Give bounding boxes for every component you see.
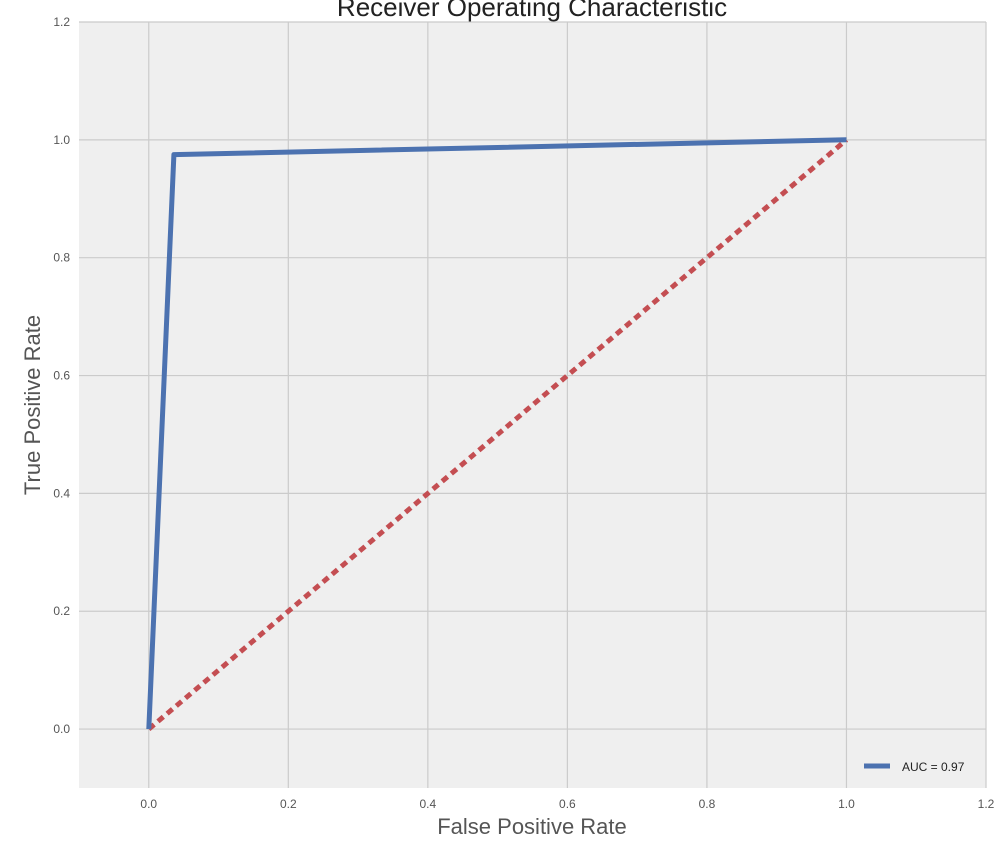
series-layer [146,137,849,732]
chart-title: Receiver Operating Characteristic [337,0,727,22]
horizontal-gridlines [79,21,986,730]
y-tick-label: 0.0 [53,722,70,736]
y-tick-labels: 0.0 0.2 0.4 0.6 0.8 1.0 1.2 [53,15,70,736]
y-tick-label: 1.2 [53,15,70,29]
y-tick-label: 0.8 [53,251,70,265]
legend: AUC = 0.97 [864,760,965,774]
y-tick-label: 0.2 [53,604,70,618]
y-tick-label: 0.4 [53,486,70,500]
legend-label-auc: AUC = 0.97 [902,760,965,774]
y-axis-label: True Positive Rate [20,315,45,495]
x-tick-label: 0.8 [699,797,716,811]
roc-curve [146,137,847,730]
x-tick-label: 0.0 [140,797,157,811]
x-tick-label: 0.4 [420,797,437,811]
x-tick-labels: 0.0 0.2 0.4 0.6 0.8 1.0 1.2 [140,797,994,811]
y-tick-label: 1.0 [53,133,70,147]
x-tick-label: 0.6 [559,797,576,811]
x-tick-label: 0.2 [280,797,297,811]
y-tick-label: 0.6 [53,369,70,383]
x-tick-label: 1.2 [978,797,995,811]
diagonal-reference-line [147,137,849,732]
x-axis-label: False Positive Rate [437,814,627,839]
x-tick-label: 1.0 [838,797,855,811]
plot-area [79,22,986,788]
